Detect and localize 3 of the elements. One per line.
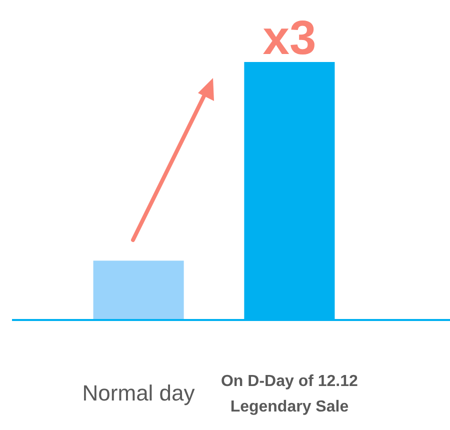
x-tick-label: On D-Day of 12.12 Legendary Sale <box>220 372 358 416</box>
x-tick-label: Normal day <box>82 380 195 406</box>
annotation: x3 <box>262 12 316 65</box>
